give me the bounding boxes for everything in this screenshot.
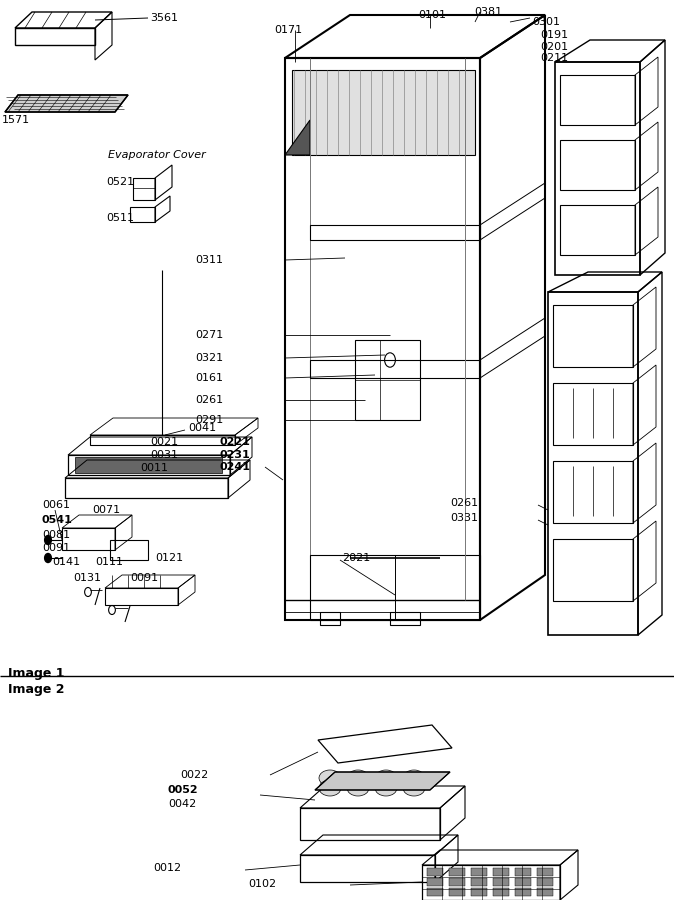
Polygon shape: [427, 868, 443, 876]
Text: 0101: 0101: [418, 10, 446, 20]
Polygon shape: [449, 878, 465, 886]
Polygon shape: [493, 878, 509, 886]
Text: 2021: 2021: [342, 553, 370, 563]
Polygon shape: [427, 878, 443, 886]
Text: 0221: 0221: [220, 437, 251, 447]
Polygon shape: [471, 868, 487, 876]
Text: 0521: 0521: [106, 177, 134, 187]
Text: 0102: 0102: [248, 879, 276, 889]
Text: 0171: 0171: [274, 25, 302, 35]
Text: 0291: 0291: [195, 415, 223, 425]
Ellipse shape: [319, 770, 341, 786]
Text: 0121: 0121: [155, 553, 183, 563]
Polygon shape: [5, 95, 128, 112]
Polygon shape: [515, 888, 531, 896]
Polygon shape: [449, 888, 465, 896]
Text: 0041: 0041: [188, 423, 216, 433]
Text: 0261: 0261: [195, 395, 223, 405]
Ellipse shape: [375, 770, 397, 786]
Text: 0042: 0042: [168, 799, 196, 809]
Text: 0301: 0301: [532, 17, 560, 27]
Text: 0012: 0012: [153, 863, 181, 873]
Text: 0111: 0111: [95, 557, 123, 567]
Polygon shape: [315, 772, 450, 790]
Text: 0131: 0131: [73, 573, 101, 583]
Polygon shape: [493, 888, 509, 896]
Polygon shape: [515, 868, 531, 876]
Circle shape: [44, 536, 51, 544]
Polygon shape: [449, 868, 465, 876]
Ellipse shape: [403, 780, 425, 796]
Text: 0021: 0021: [150, 437, 178, 447]
Ellipse shape: [375, 780, 397, 796]
Text: 0381: 0381: [474, 7, 502, 17]
Polygon shape: [292, 70, 475, 155]
Text: 0091: 0091: [42, 543, 70, 553]
Text: 0511: 0511: [106, 213, 134, 223]
Text: 0211: 0211: [540, 53, 568, 63]
Text: Evaporator Cover: Evaporator Cover: [108, 150, 206, 160]
Polygon shape: [493, 868, 509, 876]
Text: 3561: 3561: [150, 13, 178, 23]
Ellipse shape: [403, 770, 425, 786]
Text: 0052: 0052: [168, 785, 199, 795]
Text: 0271: 0271: [195, 330, 223, 340]
Text: 0201: 0201: [540, 42, 568, 52]
Text: Image 2: Image 2: [8, 683, 65, 696]
Polygon shape: [537, 868, 553, 876]
Polygon shape: [515, 878, 531, 886]
Text: 0321: 0321: [195, 353, 223, 363]
Text: 0022: 0022: [180, 770, 208, 780]
Polygon shape: [285, 120, 310, 155]
Text: 0191: 0191: [540, 30, 568, 40]
Text: 0031: 0031: [150, 450, 178, 460]
Polygon shape: [427, 888, 443, 896]
Text: 0261: 0261: [450, 498, 478, 508]
Text: 0311: 0311: [195, 255, 223, 265]
Text: 0541: 0541: [42, 515, 73, 525]
Text: 0231: 0231: [220, 450, 251, 460]
Ellipse shape: [347, 770, 369, 786]
Ellipse shape: [319, 780, 341, 796]
Ellipse shape: [347, 780, 369, 796]
Text: 0331: 0331: [450, 513, 478, 523]
Text: 0061: 0061: [42, 500, 70, 510]
Text: 1571: 1571: [2, 115, 30, 125]
Text: Image 1: Image 1: [8, 667, 65, 680]
Polygon shape: [471, 878, 487, 886]
Circle shape: [44, 554, 51, 562]
Polygon shape: [471, 888, 487, 896]
Text: 0241: 0241: [220, 462, 251, 472]
Text: 0011: 0011: [140, 463, 168, 473]
Polygon shape: [75, 457, 222, 473]
Polygon shape: [537, 888, 553, 896]
Text: 0141: 0141: [52, 557, 80, 567]
Text: 0081: 0081: [42, 530, 70, 540]
Text: 0091: 0091: [130, 573, 158, 583]
Polygon shape: [537, 878, 553, 886]
Text: 0161: 0161: [195, 373, 223, 383]
Text: 0071: 0071: [92, 505, 120, 515]
